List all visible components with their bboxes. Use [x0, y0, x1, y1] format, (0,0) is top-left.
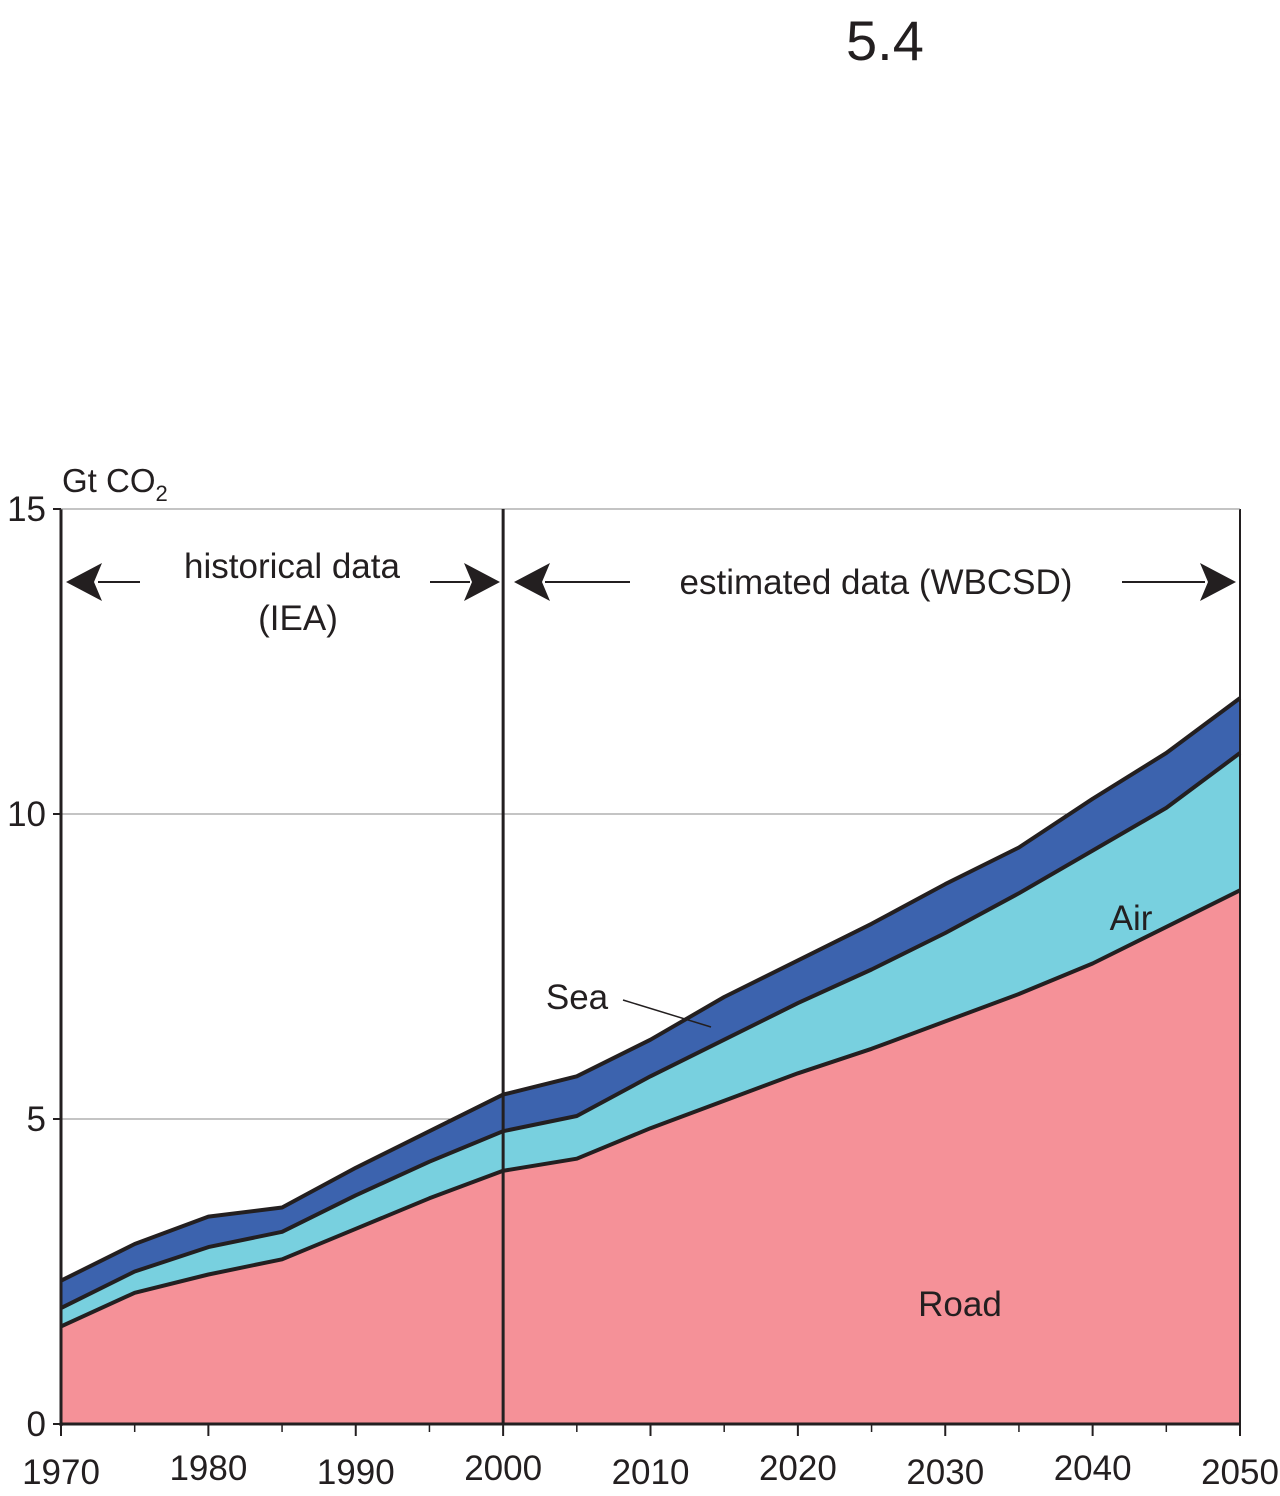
y-tick-label-15: 15 — [7, 490, 46, 529]
x-tick-label-2050: 2050 — [1201, 1453, 1279, 1492]
y-tick-label-5: 5 — [27, 1100, 46, 1139]
x-tick-label-2010: 2010 — [612, 1453, 690, 1492]
boundary-sea — [60, 696, 1242, 1283]
historical-arrow-left-head — [66, 563, 102, 601]
area-series — [61, 698, 1240, 1424]
series-label-sea: Sea — [546, 978, 609, 1017]
x-tick-label-2020: 2020 — [759, 1449, 837, 1488]
x-tick-label-2040: 2040 — [1054, 1449, 1132, 1488]
boundary-road — [60, 888, 1241, 1329]
x-tick-label-1970: 1970 — [22, 1453, 100, 1492]
y-tick-label-0: 0 — [27, 1405, 46, 1444]
estimated-arrow-left-head — [514, 563, 550, 601]
annotations: Gt CO2 historical data (IEA) estimated d… — [62, 462, 1236, 1324]
x-tick-label-1980: 1980 — [169, 1449, 247, 1488]
x-tick-label-2000: 2000 — [464, 1449, 542, 1488]
area-air — [61, 753, 1240, 1327]
series-label-air: Air — [1110, 899, 1153, 938]
historical-arrow-right-head — [464, 563, 500, 601]
historical-data-source-label: (IEA) — [258, 599, 338, 638]
series-label-road: Road — [918, 1285, 1002, 1324]
y-tick-label-10: 10 — [7, 795, 46, 834]
sea-label-leader-line — [622, 999, 712, 1028]
x-tick-label-2030: 2030 — [906, 1453, 984, 1492]
area-sea — [61, 698, 1240, 1309]
y-axis-label-subscript: 2 — [156, 481, 168, 506]
boundary-air — [60, 751, 1242, 1310]
estimated-data-label: estimated data (WBCSD) — [680, 563, 1073, 602]
historical-data-label: historical data — [184, 547, 400, 586]
series-boundaries — [60, 696, 1242, 1329]
estimated-arrow-right-head — [1200, 563, 1236, 601]
figure-number: 5.4 — [846, 9, 924, 72]
area-road — [61, 890, 1240, 1424]
y-axis-label: Gt CO2 — [62, 462, 168, 506]
x-tick-label-1990: 1990 — [317, 1453, 395, 1492]
axis-ticks: 0 5 10 15 1970 1980 1990 2000 2010 2020 2030 2040 20… — [7, 490, 1279, 1492]
